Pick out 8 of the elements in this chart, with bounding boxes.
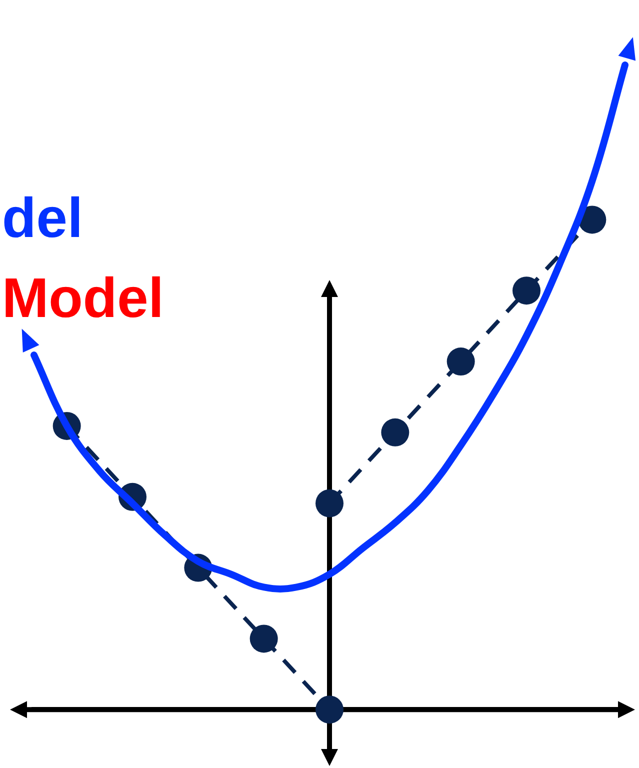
point — [512, 276, 540, 305]
point — [316, 696, 344, 724]
point — [446, 348, 475, 376]
point — [381, 418, 410, 446]
annotation: Model — [2, 266, 164, 329]
point — [316, 489, 344, 518]
series-label: del — [2, 186, 83, 249]
point — [250, 624, 278, 653]
